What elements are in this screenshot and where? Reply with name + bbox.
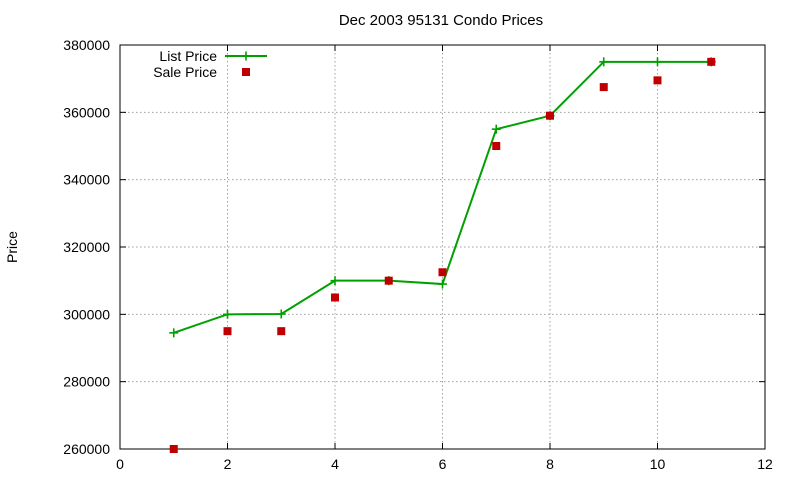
y-tick-label: 360000 — [63, 104, 110, 120]
x-tick-label: 10 — [650, 456, 666, 472]
x-tick-label: 6 — [439, 456, 447, 472]
sale-price-point — [707, 57, 716, 66]
y-tick-label: 300000 — [63, 306, 110, 322]
list-price-point — [599, 57, 609, 67]
sale-price-point — [599, 83, 608, 92]
x-tick-label: 2 — [224, 456, 232, 472]
plot-area — [169, 57, 716, 453]
x-tick-label: 12 — [757, 456, 773, 472]
sale-price-point — [384, 276, 393, 285]
y-tick-label: 320000 — [63, 239, 110, 255]
sale-price-point — [546, 111, 554, 120]
x-tick-label: 0 — [116, 456, 124, 472]
sale-price-point — [331, 293, 339, 302]
legend-sale-price-marker — [242, 68, 250, 76]
sale-price-point — [653, 76, 662, 85]
y-tick-label: 260000 — [63, 441, 110, 457]
legend-list-price-label: List Price — [159, 48, 217, 64]
list-price-point — [276, 309, 286, 319]
sale-price-point — [169, 445, 178, 453]
y-tick-label: 280000 — [63, 374, 110, 390]
sale-price-point — [438, 268, 447, 277]
legend-sale-price-label: Sale Price — [153, 64, 217, 80]
list-price-point — [169, 328, 179, 338]
y-tick-label: 340000 — [63, 172, 110, 188]
sale-price-point — [223, 327, 232, 336]
list-price-point — [438, 279, 447, 289]
axes: 0 2 4 6 8 10 12 260000 280000 300000 320000 340000 3… — [63, 37, 773, 472]
list-price-point — [491, 124, 501, 134]
grid-lines — [120, 45, 765, 449]
chart-title: Dec 2003 95131 Condo Prices — [339, 12, 543, 29]
y-tick-label: 380000 — [63, 37, 110, 53]
x-tick-label: 4 — [331, 456, 339, 472]
sale-price-point — [277, 327, 286, 336]
legend-list-price-marker — [241, 51, 251, 61]
list-price-point — [223, 309, 232, 319]
list-price-point — [653, 57, 662, 67]
y-axis-label: Price — [4, 231, 20, 263]
x-tick-label: 8 — [546, 456, 554, 472]
list-price-point — [330, 276, 340, 286]
sale-price-point — [492, 142, 501, 150]
